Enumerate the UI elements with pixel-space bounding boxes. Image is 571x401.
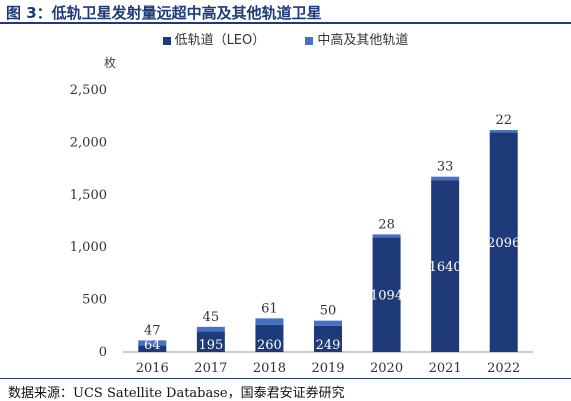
legend-item-leo: 低轨道（LEO） <box>162 29 266 48</box>
y-tick-label: 0 <box>99 345 107 360</box>
bar-leo <box>196 331 225 352</box>
legend-item-other: 中高及其他轨道 <box>305 29 408 48</box>
chart-legend: 低轨道（LEO） 中高及其他轨道 <box>0 29 571 48</box>
data-label-leo: 260 <box>257 338 282 353</box>
y-tick-label: 1,000 <box>70 240 107 255</box>
bar-leo <box>372 237 401 352</box>
data-label-other: 50 <box>320 304 337 319</box>
data-label-other: 22 <box>495 113 512 128</box>
y-tick-label: 1,500 <box>70 188 107 203</box>
source-bar: 数据来源：UCS Satellite Database，国泰君安证券研究 <box>0 378 571 401</box>
legend-swatch-other <box>305 36 314 45</box>
data-label-leo: 2096 <box>487 236 520 251</box>
bar-other <box>138 340 167 346</box>
x-tick-label: 2016 <box>136 361 169 376</box>
x-tick-label: 2017 <box>194 361 227 376</box>
data-label-leo: 195 <box>198 338 223 353</box>
bar-leo <box>431 180 460 352</box>
x-tick-label: 2019 <box>311 361 344 376</box>
y-tick-label: 500 <box>82 293 107 308</box>
y-tick-label: 2,500 <box>70 83 107 98</box>
bar-leo <box>489 132 518 352</box>
source-note: 数据来源：UCS Satellite Database，国泰君安证券研究 <box>8 386 345 401</box>
bar-leo <box>255 324 284 352</box>
data-label-leo: 64 <box>144 338 161 353</box>
data-label-other: 45 <box>203 310 220 325</box>
data-label-other: 28 <box>378 217 395 232</box>
bar-leo <box>138 345 167 352</box>
x-tick-label: 2020 <box>370 361 403 376</box>
data-label-leo: 1094 <box>370 289 403 304</box>
x-tick-label: 2021 <box>429 361 462 376</box>
data-label-other: 47 <box>144 323 161 338</box>
y-tick-label: 2,000 <box>70 135 107 150</box>
legend-swatch-leo <box>162 36 171 45</box>
bar-other <box>431 176 460 181</box>
data-label-other: 33 <box>437 160 454 175</box>
bar-leo <box>314 325 342 352</box>
data-label-leo: 1640 <box>429 260 462 275</box>
bar-other <box>314 320 342 326</box>
legend-label-leo: 低轨道（LEO） <box>174 33 266 48</box>
bar-other <box>255 318 284 325</box>
data-label-leo: 249 <box>316 338 341 353</box>
x-tick-label: 2018 <box>253 361 286 376</box>
bar-other <box>196 326 225 332</box>
x-tick-label: 2022 <box>487 361 520 376</box>
title-bar: 图 3：低轨卫星发射量远超中高及其他轨道卫星 <box>0 0 571 24</box>
bar-other <box>372 234 401 238</box>
page-title: 图 3：低轨卫星发射量远超中高及其他轨道卫星 <box>6 4 322 22</box>
legend-label-other: 中高及其他轨道 <box>317 33 409 48</box>
y-axis-unit: 枚 <box>104 56 117 70</box>
data-label-other: 61 <box>261 301 278 316</box>
bar-other <box>489 130 518 133</box>
